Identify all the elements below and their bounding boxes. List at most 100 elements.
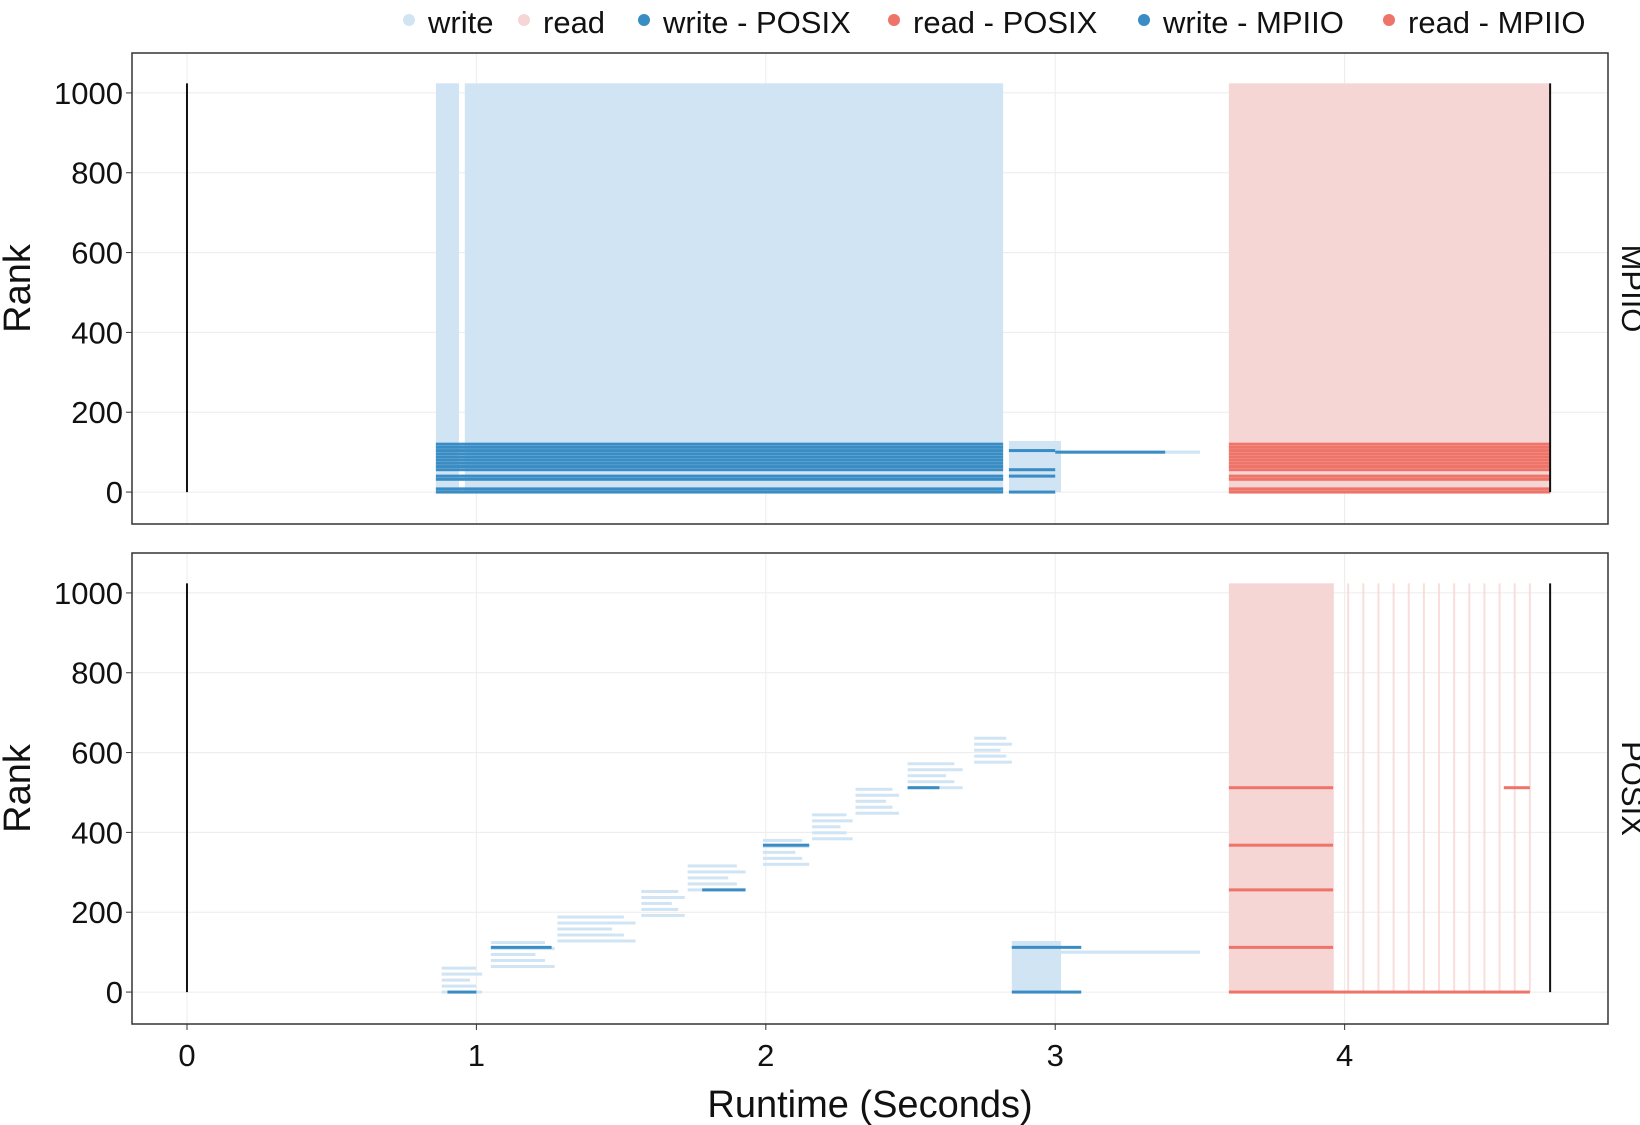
segment-read-13-4 bbox=[1392, 583, 1395, 993]
segment-read-13-5 bbox=[1407, 583, 1410, 993]
chart-panels: 0 200 400 600 800 1000 Rank MPIIO 0 200 400 600 800 1… bbox=[0, 52, 1640, 1025]
segment-write-1-2 bbox=[490, 953, 536, 957]
segment-write-3-1 bbox=[641, 907, 679, 911]
panel-border bbox=[131, 552, 1609, 1025]
segment-write-3-4 bbox=[641, 889, 679, 893]
y-tick-label-0: 0 bbox=[106, 975, 123, 1010]
segment-write-7-3 bbox=[855, 793, 899, 797]
legend-label-3: read - POSIX bbox=[913, 5, 1098, 40]
segment-read-POSIX-22-0 bbox=[1503, 786, 1530, 790]
segment-write-0-1 bbox=[441, 984, 477, 988]
segment-write-4-4 bbox=[687, 864, 737, 868]
y-axis-label: Rank bbox=[0, 243, 39, 333]
segment-write-5-0 bbox=[762, 862, 810, 866]
y-tick-label-3: 600 bbox=[71, 736, 123, 771]
y-tick-label-3: 600 bbox=[71, 236, 123, 271]
x-tick-label-4: 4 bbox=[1336, 1038, 1353, 1073]
segment-read-13-2 bbox=[1362, 583, 1365, 993]
y-axis-label: Rank bbox=[0, 743, 39, 833]
segment-write-3-3 bbox=[641, 895, 685, 899]
legend-label-4: write - MPIIO bbox=[1162, 5, 1344, 40]
segment-read-13-9 bbox=[1468, 583, 1471, 993]
segment-read-MPIIO-8-10 bbox=[1228, 449, 1551, 453]
segment-write-1-0 bbox=[490, 965, 555, 969]
segment-write-MPIIO-5-4 bbox=[435, 468, 1004, 472]
panel-border bbox=[131, 52, 1609, 525]
segment-write-11 bbox=[1055, 950, 1200, 954]
legend-key-5 bbox=[1383, 14, 1395, 26]
segment-read-POSIX-21-0 bbox=[1228, 945, 1334, 949]
segment-write-MPIIO-5-3 bbox=[435, 474, 1004, 478]
segment-write-MPIIO-5-10 bbox=[435, 449, 1004, 453]
panel-strip-label: POSIX bbox=[1615, 741, 1640, 836]
segment-read-13-8 bbox=[1453, 583, 1456, 993]
segment-write-8-1 bbox=[907, 780, 955, 784]
segment-write-POSIX-19-0 bbox=[1011, 990, 1082, 994]
segment-write-5-2 bbox=[762, 850, 796, 854]
segment-read-4 bbox=[1228, 83, 1551, 493]
panel-data bbox=[435, 83, 1551, 494]
segment-read-MPIIO-8-7 bbox=[1228, 458, 1551, 462]
segment-read-MPIIO-8-2 bbox=[1228, 477, 1551, 481]
segment-write-POSIX-19-1 bbox=[1011, 945, 1082, 949]
segment-write-MPIIO-5-12 bbox=[435, 442, 1004, 446]
segment-read-13-7 bbox=[1438, 583, 1441, 993]
segment-write-7-2 bbox=[855, 799, 886, 803]
legend-label-2: write - POSIX bbox=[662, 5, 851, 40]
segment-write-MPIIO-5-8 bbox=[435, 455, 1004, 459]
segment-read-MPIIO-8-5 bbox=[1228, 465, 1551, 469]
x-tick-label-1: 1 bbox=[468, 1038, 485, 1073]
y-tick-label-2: 400 bbox=[71, 315, 123, 350]
segment-read-13-3 bbox=[1377, 583, 1380, 993]
segment-read-13-6 bbox=[1422, 583, 1425, 993]
segment-write-MPIIO-5-9 bbox=[435, 452, 1004, 456]
segment-write-MPIIO-7-0 bbox=[1055, 450, 1166, 454]
segment-write-MPIIO-5-0 bbox=[435, 490, 1004, 494]
segment-write-POSIX-15-0 bbox=[490, 945, 552, 949]
segment-read-POSIX-21-1 bbox=[1228, 888, 1334, 892]
y-tick-label-5: 1000 bbox=[54, 76, 123, 111]
segment-write-5-4 bbox=[762, 838, 803, 842]
legend-key-0 bbox=[403, 14, 415, 26]
x-axis-label: Runtime (Seconds) bbox=[707, 1084, 1032, 1125]
segment-write-MPIIO-5-2 bbox=[435, 477, 1004, 481]
segment-write-MPIIO-6-2 bbox=[1008, 468, 1056, 472]
legend-key-3 bbox=[888, 14, 900, 26]
segment-write-2 bbox=[1008, 440, 1062, 493]
segment-write-2-0 bbox=[557, 939, 636, 943]
segment-write-POSIX-18-0 bbox=[907, 786, 940, 790]
segment-read-13-1 bbox=[1347, 583, 1350, 993]
segment-write-2-3 bbox=[557, 921, 636, 925]
segment-write-2-2 bbox=[557, 927, 613, 931]
segment-write-8-4 bbox=[907, 762, 955, 766]
segment-write-POSIX-14-0 bbox=[447, 990, 477, 994]
segment-write-MPIIO-6-1 bbox=[1008, 474, 1056, 478]
segment-write-MPIIO-5-5 bbox=[435, 465, 1004, 469]
segment-read-POSIX-20-0 bbox=[1228, 990, 1530, 994]
segment-write-9-1 bbox=[974, 754, 1007, 758]
segment-write-1 bbox=[464, 83, 1004, 493]
y-tick-label-4: 800 bbox=[71, 656, 123, 691]
segment-write-6-4 bbox=[812, 813, 847, 817]
segment-write-4-2 bbox=[687, 876, 729, 880]
segment-write-9-3 bbox=[974, 742, 1012, 746]
segment-read-MPIIO-8-12 bbox=[1228, 442, 1551, 446]
segment-read-POSIX-21-2 bbox=[1228, 843, 1334, 847]
segment-write-1-1 bbox=[490, 959, 545, 963]
legend-key-4 bbox=[1138, 14, 1150, 26]
segment-write-9-2 bbox=[974, 748, 1001, 752]
segment-read-13-10 bbox=[1483, 583, 1486, 993]
segment-write-2-1 bbox=[557, 933, 624, 937]
segment-write-9-0 bbox=[974, 760, 1012, 764]
legend-key-1 bbox=[518, 14, 530, 26]
y-tick-label-5: 1000 bbox=[54, 576, 123, 611]
segment-write-0-4 bbox=[441, 966, 477, 970]
x-tick-label-3: 3 bbox=[1047, 1038, 1064, 1073]
segment-write-6-2 bbox=[812, 825, 841, 829]
segment-write-9-4 bbox=[974, 736, 1007, 740]
panel-posix: 0 200 400 600 800 1000 Rank POSIX bbox=[0, 552, 1640, 1025]
segment-write-MPIIO-5-7 bbox=[435, 458, 1004, 462]
segment-write-MPIIO-5-11 bbox=[435, 445, 1004, 449]
panel-data bbox=[441, 583, 1531, 994]
